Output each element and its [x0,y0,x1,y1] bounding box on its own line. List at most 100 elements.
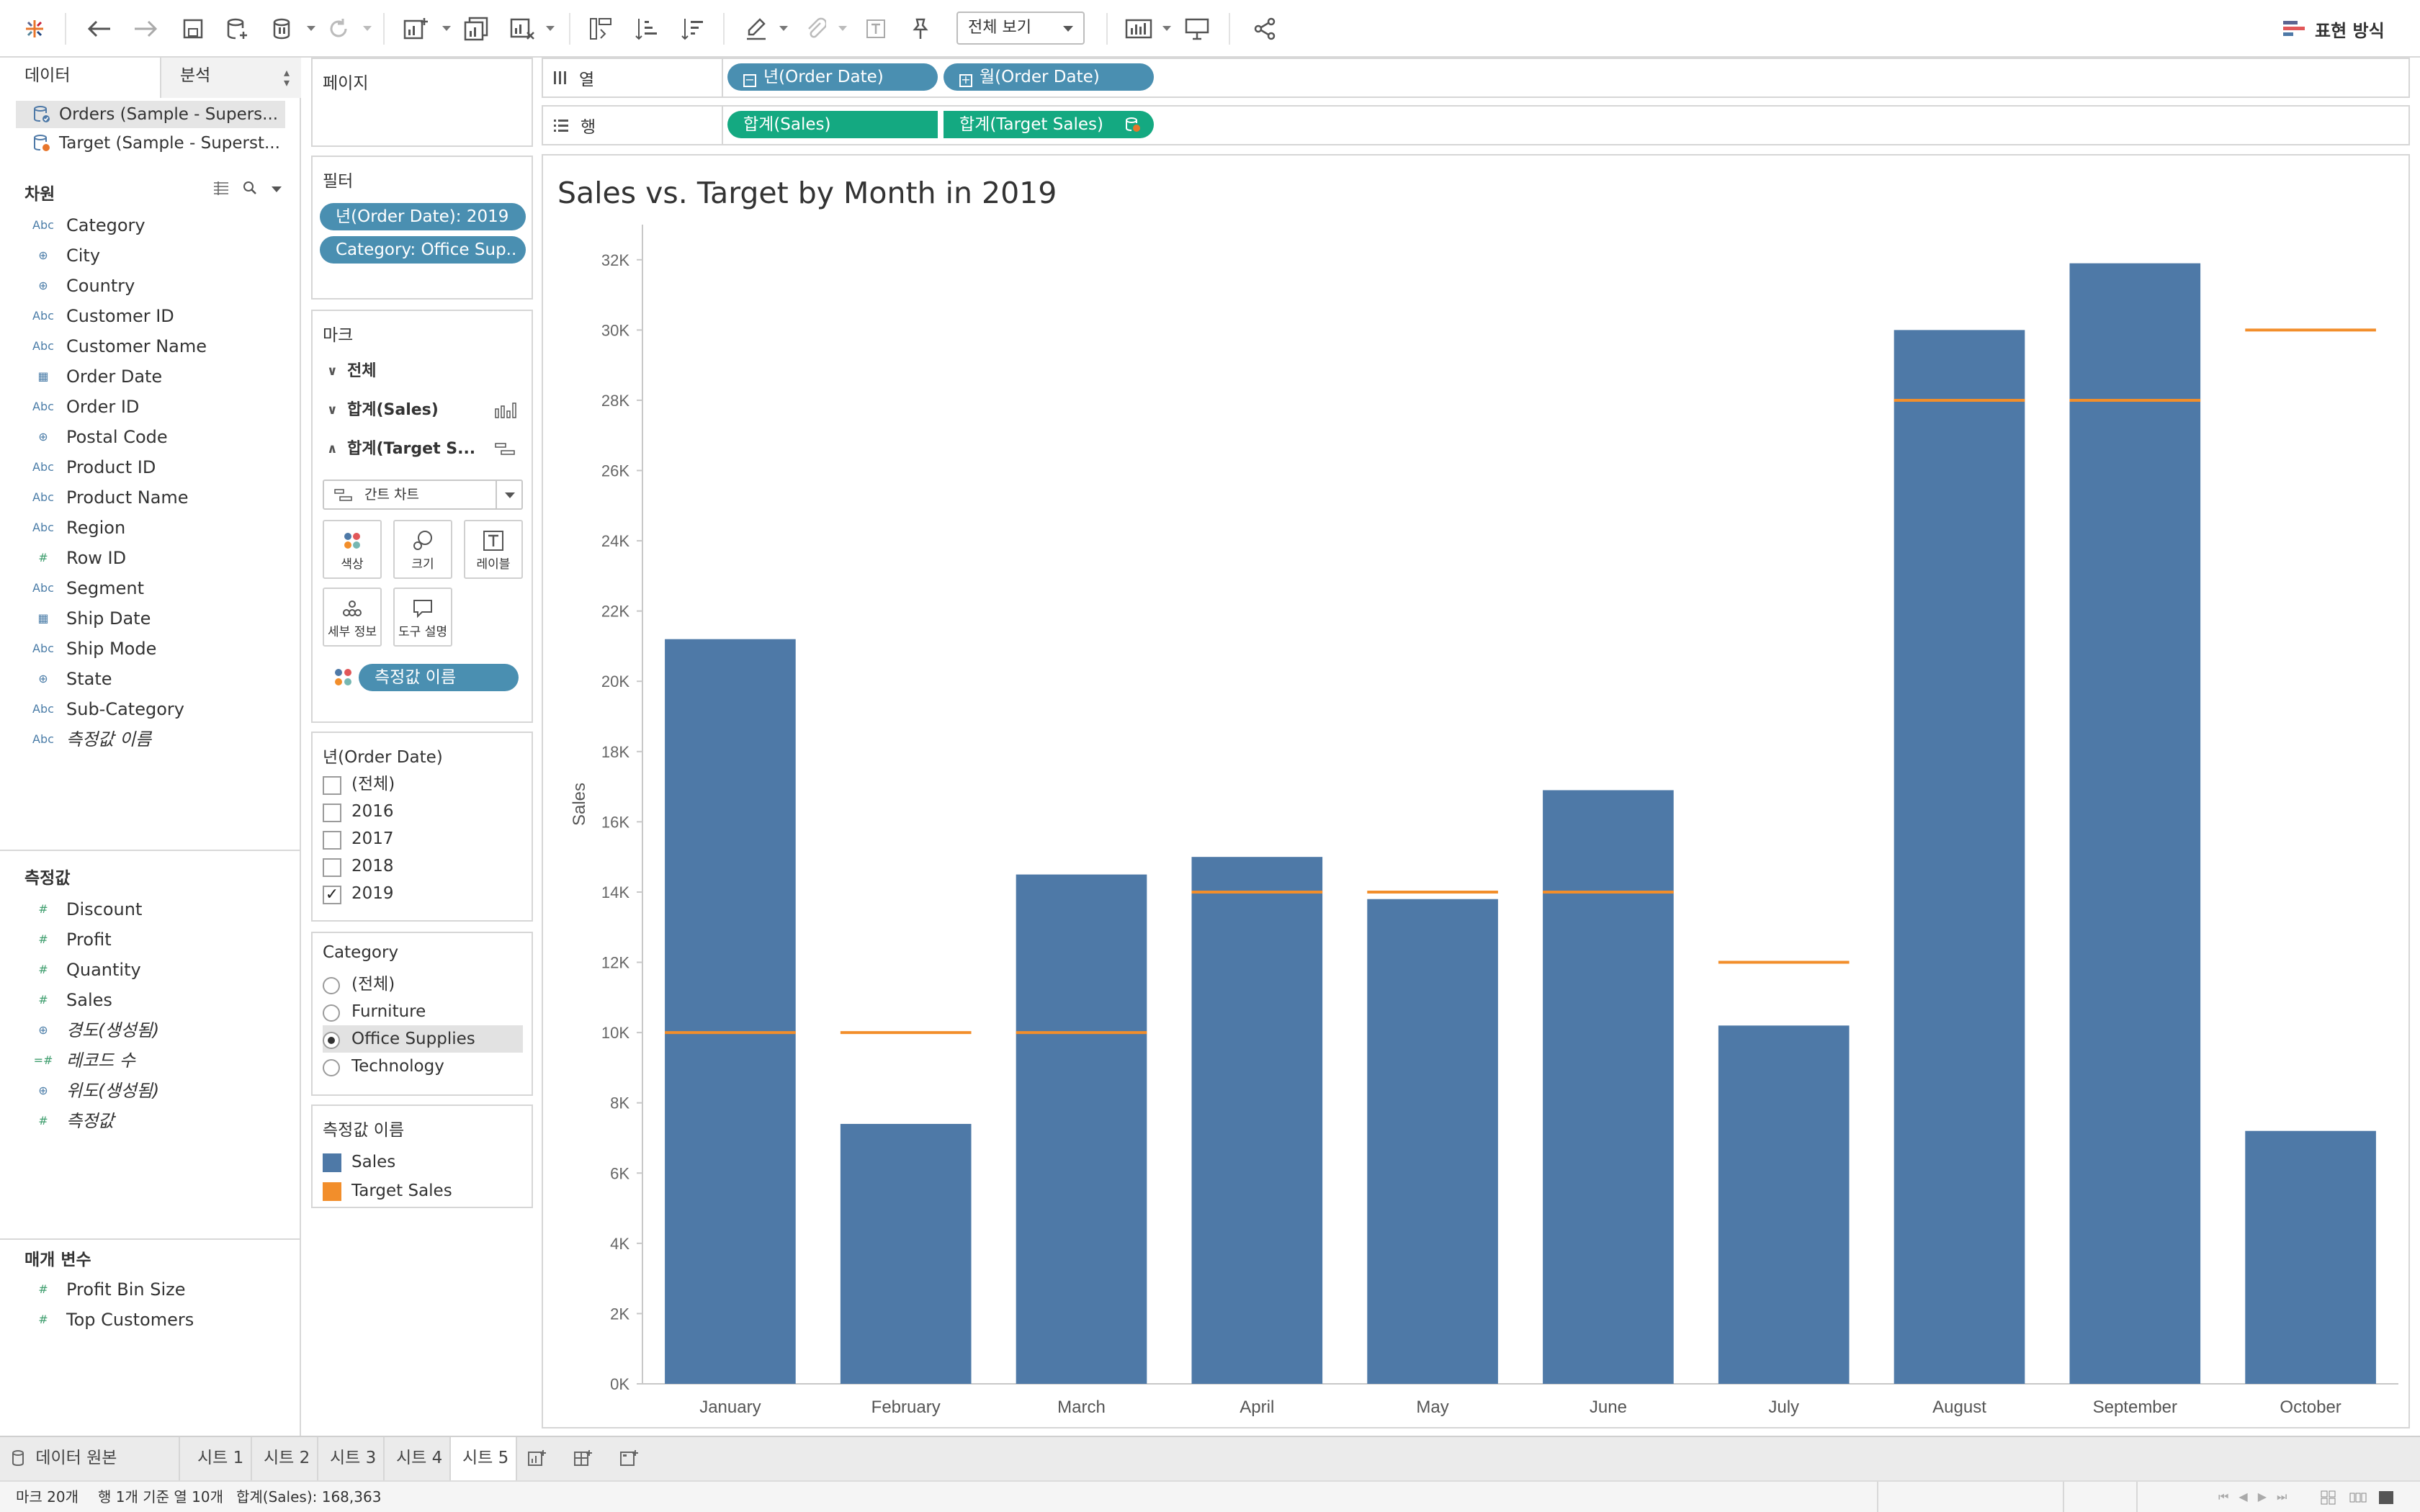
checkbox-icon[interactable] [323,776,341,795]
sheet-tab[interactable]: 시트 4 [385,1437,451,1480]
field-top-customers[interactable]: # Top Customers [0,1305,300,1335]
columns-shelf[interactable]: 열 − 년(Order Date) + 월(Order Date) [542,58,2410,98]
field-state[interactable]: ⊕ State [0,664,300,694]
data-source-tab[interactable]: 데이터 원본 [0,1437,180,1480]
search-icon[interactable] [242,180,258,199]
mark-type-dropdown[interactable] [496,481,521,508]
field-customer-id[interactable]: Abc Customer ID [0,301,300,331]
radio-selected-icon[interactable] [323,1032,340,1049]
group-members-icon[interactable] [799,10,831,48]
field-item[interactable]: Abc 측정값 이름 [0,724,300,755]
field-product-name[interactable]: Abc Product Name [0,482,300,513]
redo-icon[interactable] [130,10,161,48]
field-ship-date[interactable]: ▦ Ship Date [0,603,300,634]
mark-type-select[interactable]: 간트 차트 [323,480,523,510]
marks-size-button[interactable]: 크기 [393,520,452,579]
marks-row-sales[interactable]: ∨ 합계(Sales) [323,396,517,425]
field-item[interactable]: ⊕ 위도(생성됨) [0,1076,300,1106]
new-worksheet-tab[interactable] [516,1437,556,1480]
field-order-id[interactable]: Abc Order ID [0,392,300,422]
checkbox-icon[interactable] [323,804,341,822]
checkbox-checked-icon[interactable]: ✓ [323,886,341,904]
radio-icon[interactable] [323,1004,340,1022]
category-filter-option[interactable]: Office Supplies [323,1025,523,1053]
field-item[interactable]: ⊕ 경도(생성됨) [0,1015,300,1045]
checkbox-icon[interactable] [323,858,341,877]
swap-rows-columns-icon[interactable] [585,10,617,48]
datasource-orders[interactable]: Orders (Sample - Supers... [16,101,285,128]
sheet-tab[interactable]: 시트 3 [318,1437,385,1480]
field-sub-category[interactable]: Abc Sub-Category [0,694,300,724]
marks-label-button[interactable]: 레이블 [464,520,523,579]
new-dashboard-tab[interactable] [562,1437,602,1480]
grid-view-icon[interactable] [2321,1482,2336,1512]
field-postal-code[interactable]: ⊕ Postal Code [0,422,300,452]
new-story-tab[interactable] [608,1437,648,1480]
field-category[interactable]: Abc Category [0,210,300,240]
category-filter-option[interactable]: Furniture [323,998,523,1025]
marks-detail-button[interactable]: 세부 정보 [323,588,382,647]
refresh-icon[interactable] [323,10,354,48]
field-sales[interactable]: # Sales [0,985,300,1015]
field-city[interactable]: ⊕ City [0,240,300,271]
show-me-button[interactable]: 표현 방식 [2283,14,2385,43]
tab-analysis[interactable]: 분석 ▴ ▾ [161,58,301,98]
highlight-icon[interactable] [740,10,772,48]
fit-view-select[interactable]: 전체 보기 [956,12,1085,45]
marks-color-pill[interactable]: 측정값 이름 [359,664,519,691]
field-region[interactable]: Abc Region [0,513,300,543]
sort-descending-icon[interactable] [677,10,709,48]
sheet-tab[interactable]: 시트 2 [252,1437,318,1480]
field-profit[interactable]: # Profit [0,924,300,955]
field-profit-bin-size[interactable]: # Profit Bin Size [0,1274,300,1305]
radio-icon[interactable] [323,1059,340,1076]
radio-icon[interactable] [323,977,340,994]
category-filter-option[interactable]: (전체) [323,971,523,998]
tab-data[interactable]: 데이터 [0,58,161,98]
field-quantity[interactable]: # Quantity [0,955,300,985]
show-mark-labels-icon[interactable] [860,10,892,48]
duplicate-sheet-icon[interactable] [460,10,494,48]
page-navigation-icons[interactable]: ⏮◀▶⏭ [2218,1490,2298,1503]
fix-axes-pin-icon[interactable] [905,10,936,48]
filters-card[interactable]: 필터 년(Order Date): 2019 Category: Office … [311,156,533,300]
field-order-date[interactable]: ▦ Order Date [0,361,300,392]
save-icon[interactable] [177,10,209,48]
field-item[interactable]: =# 레코드 수 [0,1045,300,1076]
sort-ascending-icon[interactable] [631,10,663,48]
undo-icon[interactable] [84,10,115,48]
checkbox-icon[interactable] [323,831,341,850]
field-product-id[interactable]: Abc Product ID [0,452,300,482]
sheet-tab[interactable]: 시트 5 [451,1437,517,1480]
tabs-view-icon[interactable] [2378,1482,2394,1512]
columns-pill-year[interactable]: − 년(Order Date) [727,63,938,91]
marks-row-target-sales[interactable]: ∧ 합계(Target S... [323,435,517,464]
new-datasource-icon[interactable] [222,10,254,48]
pause-updates-icon[interactable] [268,10,300,48]
bar-chart[interactable]: 0K 2K 4K 6K 8K 10K 12K 14K 16K 18K 20K 22K 24K 26K 28K… [543,156,2408,1427]
clear-sheet-icon[interactable] [506,10,540,48]
rows-pill-target-sales[interactable]: 합계(Target Sales) [944,111,1154,138]
field-discount[interactable]: # Discount [0,894,300,924]
share-icon[interactable] [1249,10,1281,48]
field-ship-mode[interactable]: Abc Ship Mode [0,634,300,664]
pages-card[interactable]: 페이지 [311,58,533,147]
show-cards-icon[interactable] [1122,10,1157,48]
rows-pill-sales[interactable]: 합계(Sales) [727,111,938,138]
field-country[interactable]: ⊕ Country [0,271,300,301]
field-customer-name[interactable]: Abc Customer Name [0,331,300,361]
marks-tooltip-button[interactable]: 도구 설명 [393,588,452,647]
dimensions-menu-icon[interactable] [271,183,282,197]
columns-pill-month[interactable]: + 월(Order Date) [944,63,1154,91]
field-item[interactable]: # 측정값 [0,1106,300,1136]
marks-row-all[interactable]: ∨ 전체 [323,357,517,386]
field-segment[interactable]: Abc Segment [0,573,300,603]
filter-pill-category[interactable]: Category: Office Sup.. [320,236,526,264]
rows-shelf[interactable]: 행 합계(Sales) 합계(Target Sales) [542,105,2410,145]
filter-pill-year[interactable]: 년(Order Date): 2019 [320,203,526,230]
presentation-mode-icon[interactable] [1181,10,1213,48]
new-worksheet-icon[interactable] [399,10,434,48]
datasource-target[interactable]: Target (Sample - Superst... [16,130,285,157]
list-view-icon[interactable] [213,181,229,198]
tableau-logo-icon[interactable] [19,10,50,48]
